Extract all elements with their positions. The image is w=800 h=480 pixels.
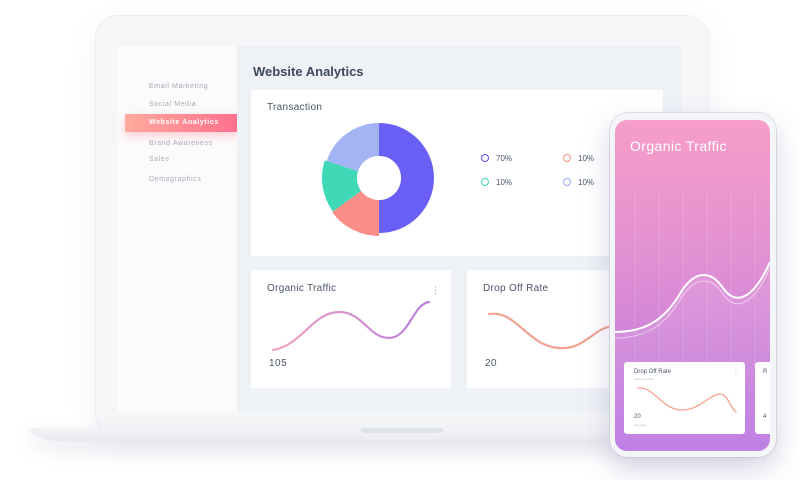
sidebar-item-social-media[interactable]: Social Media	[149, 101, 197, 108]
legend-item: 10%	[563, 154, 594, 163]
organic-traffic-title: Organic Traffic	[267, 283, 337, 294]
sidebar: Email Marketing Social Media Website Ana…	[117, 46, 240, 412]
legend-item: 70%	[481, 154, 512, 163]
donut-slice	[326, 123, 379, 172]
phone-drop-off-sparkline	[637, 387, 737, 413]
organic-traffic-value: 105	[269, 358, 288, 369]
phone-second-card-title: R	[763, 369, 768, 375]
drop-off-rate-value: 20	[485, 358, 498, 369]
sidebar-item-brand-awareness[interactable]: Brand Awareness	[149, 140, 213, 147]
legend-item: 10%	[563, 178, 594, 187]
kebab-icon[interactable]: ⋮	[431, 285, 440, 295]
laptop-notch	[360, 428, 444, 433]
phone-card-title: Drop Off Rate	[634, 369, 671, 375]
laptop-base	[28, 428, 776, 442]
organic-traffic-sparkline	[271, 300, 431, 352]
sidebar-item-email-marketing[interactable]: Email Marketing	[149, 83, 209, 90]
phone-screen: Organic Traffic Drop Off Rate unbounce r…	[615, 120, 770, 451]
sidebar-item-website-analytics[interactable]: Website Analytics	[125, 114, 240, 132]
sidebar-item-demographics[interactable]: Demographics	[149, 176, 202, 183]
phone-card-subtitle: unbounce rate	[634, 377, 654, 381]
legend-dot-icon	[481, 178, 489, 186]
transaction-title: Transaction	[267, 102, 323, 113]
drop-off-rate-sparkline	[487, 312, 615, 350]
phone-drop-off-card: Drop Off Rate unbounce rate ⋮ 20 last we…	[624, 362, 745, 434]
donut-slice	[379, 123, 434, 233]
legend-dot-icon	[563, 178, 571, 186]
phone-second-card-value: 4	[763, 414, 767, 420]
legend-item: 10%	[481, 178, 512, 187]
phone-title: Organic Traffic	[630, 138, 727, 154]
phone-card-footnote: last week	[634, 423, 647, 427]
phone-second-card: R 4	[755, 362, 770, 434]
drop-off-rate-title: Drop Off Rate	[483, 283, 549, 294]
donut-slice	[322, 160, 362, 212]
transaction-card: Transaction 70% 10% 10% 10%	[251, 90, 663, 256]
phone-card-value: 20	[634, 414, 641, 420]
donut-slice	[332, 190, 379, 236]
organic-traffic-card: Organic Traffic ⋮ 105	[251, 270, 451, 388]
legend-dot-icon	[481, 154, 489, 162]
page-title: Website Analytics	[253, 64, 364, 79]
sidebar-item-sales[interactable]: Sales	[149, 156, 170, 163]
kebab-icon[interactable]: ⋮	[733, 370, 739, 376]
laptop-screen: Email Marketing Social Media Website Ana…	[117, 46, 681, 412]
transaction-donut-chart	[322, 123, 434, 236]
main-content: Website Analytics Transaction 70% 10% 10…	[237, 46, 681, 412]
legend-dot-icon	[563, 154, 571, 162]
